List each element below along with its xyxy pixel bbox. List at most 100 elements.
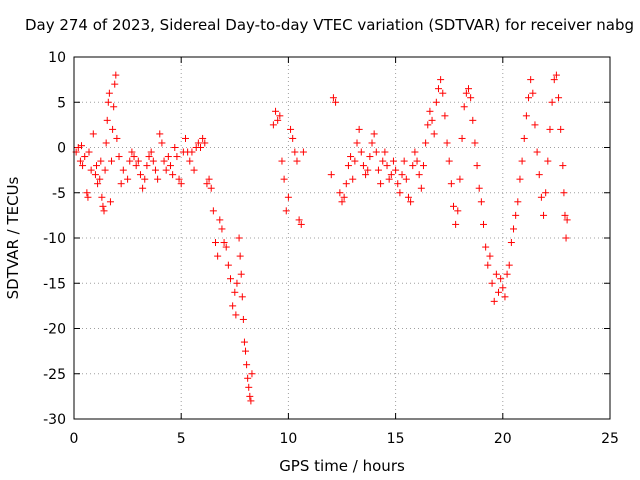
y-tick-label: -30	[43, 412, 66, 428]
data-point	[238, 293, 246, 301]
data-point	[111, 80, 119, 88]
data-point	[132, 162, 140, 170]
data-point	[209, 207, 217, 215]
data-point	[432, 98, 440, 106]
data-point	[441, 112, 449, 120]
data-point	[203, 180, 211, 188]
data-point	[454, 207, 462, 215]
data-point	[212, 239, 220, 247]
data-point	[295, 216, 303, 224]
data-point	[561, 211, 569, 219]
data-point	[291, 148, 299, 156]
data-point	[272, 107, 280, 115]
data-point	[329, 94, 337, 102]
data-point	[488, 279, 496, 287]
data-point	[563, 216, 571, 224]
data-point	[449, 202, 457, 210]
data-point	[560, 189, 568, 197]
data-point	[287, 125, 295, 133]
data-point	[379, 157, 387, 165]
data-point	[355, 125, 363, 133]
data-point	[128, 148, 136, 156]
tick-labels: 0 5 10 15 20 25 10 5 0 -5 -10 -15 -20 -25 -30	[43, 50, 619, 447]
data-point	[518, 157, 526, 165]
data-point	[340, 193, 348, 201]
data-point	[79, 162, 87, 170]
x-tick-label: 5	[177, 431, 186, 447]
data-point	[274, 116, 282, 124]
data-point	[525, 94, 533, 102]
data-point	[445, 157, 453, 165]
data-point	[102, 139, 110, 147]
data-point	[194, 139, 202, 147]
data-point	[417, 184, 425, 192]
data-point	[327, 171, 335, 179]
data-point	[97, 157, 105, 165]
data-point	[216, 216, 224, 224]
data-point	[503, 270, 511, 278]
data-point	[169, 171, 177, 179]
data-point	[555, 94, 563, 102]
data-point	[344, 162, 352, 170]
data-point	[469, 116, 477, 124]
data-point	[415, 171, 423, 179]
data-point	[527, 76, 535, 84]
data-point	[151, 166, 159, 174]
data-point	[96, 175, 104, 183]
data-point	[103, 116, 111, 124]
data-point	[396, 189, 404, 197]
data-point	[101, 166, 109, 174]
data-markers	[72, 71, 571, 405]
data-point	[437, 76, 445, 84]
data-point	[224, 261, 232, 269]
data-point	[164, 153, 172, 161]
y-tick-label: 10	[48, 50, 66, 66]
data-point	[499, 284, 507, 292]
data-point	[507, 239, 515, 247]
data-point	[231, 288, 239, 296]
data-point	[475, 184, 483, 192]
data-point	[490, 297, 498, 305]
data-point	[332, 98, 340, 106]
y-tick-label: -20	[43, 322, 66, 338]
data-point	[411, 148, 419, 156]
data-point	[139, 184, 147, 192]
data-point	[229, 302, 237, 310]
chart-title: Day 274 of 2023, Sidereal Day-to-day VTE…	[24, 16, 634, 34]
data-point	[357, 148, 365, 156]
data-point	[99, 202, 107, 210]
data-point	[74, 144, 82, 151]
data-point	[171, 144, 179, 151]
data-point	[484, 261, 492, 269]
data-point	[214, 252, 222, 260]
data-point	[447, 180, 455, 188]
data-point	[93, 162, 101, 170]
data-point	[81, 153, 89, 161]
data-point	[108, 157, 116, 165]
data-point	[559, 162, 567, 170]
data-point	[244, 374, 252, 382]
data-point	[160, 157, 168, 165]
data-point	[109, 125, 117, 133]
y-tick-label: -10	[43, 231, 66, 247]
data-point	[374, 166, 382, 174]
data-point	[342, 180, 350, 188]
data-point	[372, 148, 380, 156]
data-point	[233, 279, 241, 287]
data-point	[113, 134, 121, 142]
data-point	[535, 171, 543, 179]
data-point	[512, 211, 520, 219]
data-point	[218, 225, 226, 233]
data-point	[464, 85, 472, 93]
y-tick-label: 0	[57, 141, 66, 157]
x-axis-label: GPS time / hours	[279, 457, 405, 475]
data-point	[282, 207, 290, 215]
data-point	[486, 252, 494, 260]
data-point	[522, 112, 530, 120]
data-point	[562, 234, 570, 242]
data-point	[359, 162, 367, 170]
data-point	[364, 166, 372, 174]
data-point	[299, 148, 307, 156]
data-point	[471, 139, 479, 147]
data-point	[87, 166, 95, 174]
